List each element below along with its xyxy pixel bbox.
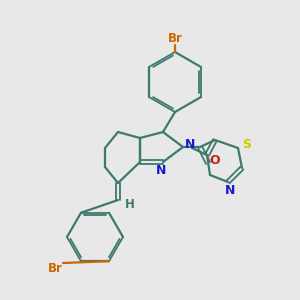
Text: Br: Br bbox=[168, 32, 182, 46]
Text: S: S bbox=[242, 137, 251, 151]
Text: H: H bbox=[125, 197, 135, 211]
Text: Br: Br bbox=[48, 262, 62, 275]
Text: N: N bbox=[156, 164, 166, 176]
Text: N: N bbox=[225, 184, 235, 197]
Text: N: N bbox=[185, 139, 195, 152]
Text: O: O bbox=[210, 154, 220, 166]
